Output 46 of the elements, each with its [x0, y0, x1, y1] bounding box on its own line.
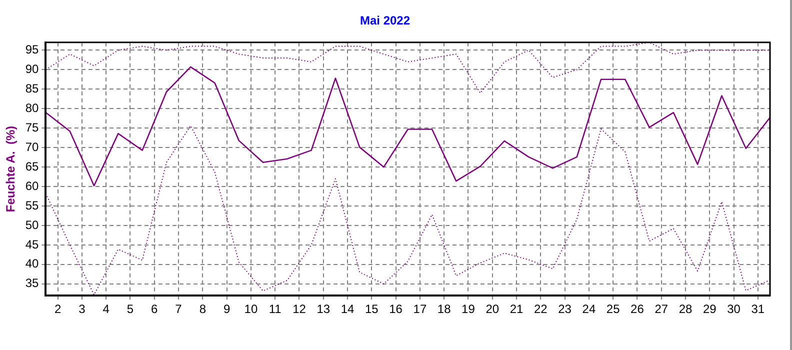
x-tick-label: 3	[78, 302, 86, 316]
x-tick-label: 8	[199, 302, 206, 316]
x-tick-label: 18	[437, 302, 452, 316]
y-tick-label: 55	[25, 198, 40, 212]
x-tick-label: 30	[727, 302, 741, 316]
x-tick-label: 15	[364, 302, 379, 316]
y-tick-label: 45	[25, 237, 40, 252]
x-tick-label: 16	[389, 302, 403, 316]
x-tick-label: 20	[486, 302, 500, 316]
x-tick-label: 31	[751, 302, 765, 316]
x-tick-label: 14	[340, 302, 355, 316]
x-tick-label: 27	[654, 302, 668, 316]
x-tick-label: 10	[244, 302, 258, 316]
x-tick-label: 4	[102, 302, 110, 316]
x-tick-label: 25	[606, 302, 620, 316]
x-tick-label: 29	[702, 302, 717, 316]
y-tick-label: 70	[25, 140, 40, 154]
x-tick-label: 5	[126, 302, 134, 316]
chart-title: Mai 2022	[360, 14, 410, 28]
y-tick-label: 65	[25, 159, 40, 174]
x-tick-label: 19	[462, 302, 476, 316]
x-tick-label: 21	[510, 302, 524, 316]
y-tick-label: 40	[25, 256, 40, 271]
y-tick-label: 85	[25, 81, 40, 96]
x-tick-label: 2	[54, 302, 62, 316]
x-tick-label: 11	[268, 302, 282, 316]
line-series	[46, 42, 770, 94]
y-tick-label: 80	[25, 100, 40, 115]
x-tick-label: 12	[292, 302, 306, 316]
x-tick-label: 6	[151, 302, 158, 316]
x-tick-label: 7	[175, 302, 182, 316]
y-tick-label: 75	[25, 120, 40, 134]
y-tick-label: 50	[25, 218, 40, 232]
y-axis-title: Feuchte A. (%)	[4, 126, 18, 212]
y-tick-label: 95	[25, 42, 40, 57]
x-tick-label: 13	[316, 302, 330, 316]
x-tick-label: 17	[413, 302, 427, 316]
x-tick-label: 26	[630, 302, 644, 316]
x-tick-label: 9	[223, 302, 230, 316]
y-tick-label: 35	[25, 276, 40, 290]
y-tick-label: 60	[25, 178, 40, 193]
y-tick-label: 90	[25, 62, 40, 76]
x-tick-label: 23	[558, 302, 572, 316]
x-tick-label: 22	[534, 302, 548, 316]
x-tick-label: 24	[582, 302, 596, 316]
x-tick-label: 28	[678, 302, 692, 316]
